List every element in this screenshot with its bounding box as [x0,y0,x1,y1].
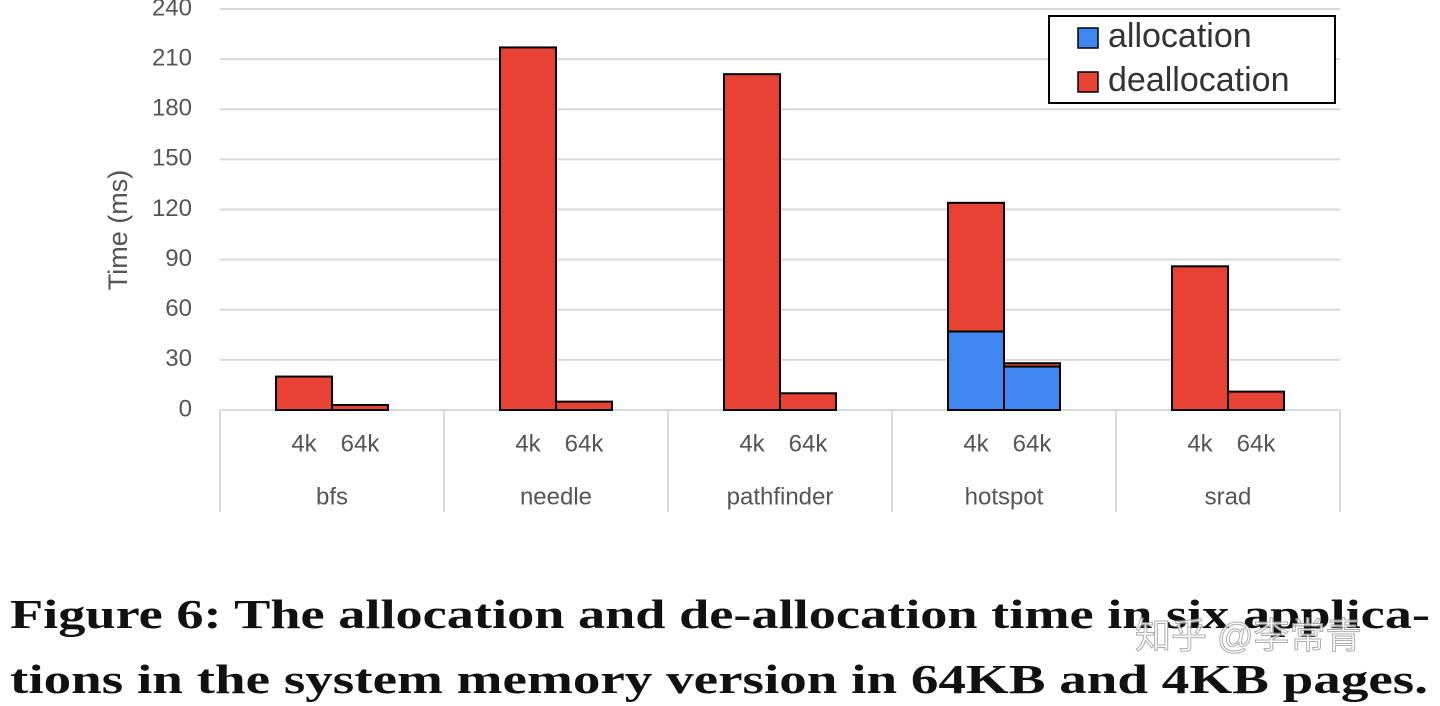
group-label: bfs [316,483,348,510]
bar-segment [1003,365,1061,411]
x-tick-label: 64k [341,430,381,457]
caption-line: Figure 6: The allocation and de-allocati… [10,591,1430,637]
x-tick-label: 4k [963,430,989,457]
bar-segment [499,46,557,411]
y-tick-label: 60 [165,295,192,322]
y-tick-label: 240 [152,0,192,21]
x-tick-label: 4k [291,430,317,457]
bar-segment [723,73,781,411]
bar-segment [947,201,1005,333]
y-tick-label: 150 [152,145,192,172]
caption-line: tions in the system memory version in 64… [10,656,1428,702]
bar-segment [1171,265,1229,411]
legend-label: allocation [1108,17,1252,55]
x-tick-label: 4k [1187,430,1213,457]
x-tick-label: 64k [789,430,829,457]
y-tick-label: 30 [165,345,192,372]
x-tick-label: 4k [739,430,765,457]
x-tick-label: 64k [1237,430,1277,457]
y-tick-label: 120 [152,195,192,222]
x-tick-label: 64k [1013,430,1053,457]
group-label: pathfinder [727,483,834,510]
bar-segment [555,400,613,412]
y-tick-label: 180 [152,95,192,122]
group-label: srad [1205,483,1252,510]
legend-swatch [1077,27,1099,49]
bar-segment [331,403,389,411]
group-label: hotspot [965,483,1044,510]
group-label: needle [520,483,592,510]
y-tick-label: 210 [152,44,192,71]
bar-segment [947,330,1005,411]
bar-segment [779,392,837,411]
bar-segment [275,375,333,412]
legend-label: deallocation [1108,61,1289,99]
watermark: 知乎 @李常青 [1135,615,1362,656]
y-tick-label: 0 [179,395,192,422]
y-tick-label: 90 [165,245,192,272]
x-tick-label: 4k [515,430,541,457]
bar-segment [1227,390,1285,411]
bar-segment [1003,362,1061,368]
y-axis-title: Time (ms) [103,170,133,290]
legend-swatch [1077,71,1099,93]
x-tick-label: 64k [565,430,605,457]
